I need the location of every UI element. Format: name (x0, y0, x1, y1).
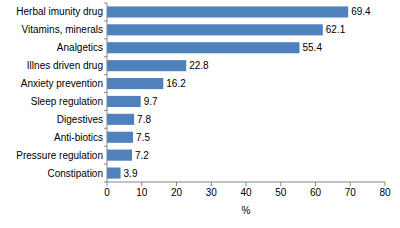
x-tick-label: 30 (206, 187, 218, 198)
x-tick (211, 182, 212, 186)
chart-root: 69.4 Herbal imunity drug 62.1 Vitamins, min… (0, 0, 400, 228)
data-label: 9.7 (144, 96, 158, 107)
data-label: 3.9 (124, 168, 138, 179)
bar (107, 96, 141, 107)
bar (107, 168, 121, 179)
x-axis-label: % (242, 205, 251, 216)
data-label: 7.2 (135, 150, 149, 161)
x-tick (107, 182, 108, 186)
data-label: 16.2 (166, 78, 186, 89)
x-tick (350, 182, 351, 186)
data-label: 69.4 (351, 6, 371, 17)
x-tick (246, 182, 247, 186)
bar (107, 42, 300, 53)
category-label: Digestives (57, 114, 103, 125)
category-tick (104, 74, 107, 75)
bar (107, 132, 133, 143)
category-label: Analgetics (57, 42, 103, 53)
category-label: Vitamins, minerals (21, 24, 103, 35)
x-tick-label: 80 (379, 187, 391, 198)
x-tick (176, 182, 177, 186)
category-tick (104, 146, 107, 147)
data-label: 62.1 (326, 24, 346, 35)
bar (107, 114, 134, 125)
x-tick-label: 60 (310, 187, 322, 198)
bar (107, 24, 323, 35)
data-label: 7.5 (136, 132, 150, 143)
category-tick (104, 20, 107, 21)
x-tick-label: 20 (171, 187, 183, 198)
category-label: Anxiety prevention (21, 78, 103, 89)
x-tick (280, 182, 281, 186)
bar (107, 78, 163, 89)
category-tick (104, 3, 107, 4)
x-tick-label: 70 (345, 187, 357, 198)
data-label: 55.4 (303, 42, 323, 53)
category-label: Illnes driven drug (27, 60, 103, 71)
category-tick (104, 164, 107, 165)
category-label: Anti-biotics (54, 132, 103, 143)
x-tick-label: 40 (240, 187, 252, 198)
x-tick-label: 0 (104, 187, 110, 198)
bars (107, 6, 348, 178)
category-tick (104, 56, 107, 57)
x-tick (385, 182, 386, 186)
category-tick (104, 128, 107, 129)
bar (107, 150, 132, 161)
x-tick-label: 50 (275, 187, 287, 198)
category-label: Pressure regulation (16, 150, 103, 161)
category-label: Herbal imunity drug (16, 6, 103, 17)
x-tick-label: 10 (136, 187, 148, 198)
category-tick (104, 92, 107, 93)
labels: 69.4 Herbal imunity drug 62.1 Vitamins, min… (16, 6, 371, 178)
data-label: 22.8 (189, 60, 209, 71)
chart-svg: 69.4 Herbal imunity drug 62.1 Vitamins, min… (0, 0, 400, 228)
x-tick (315, 182, 316, 186)
category-label: Sleep regulation (31, 96, 103, 107)
bar (107, 6, 348, 17)
data-label: 7.8 (137, 114, 151, 125)
bar (107, 60, 186, 71)
category-tick (104, 110, 107, 111)
category-label: Constipation (47, 168, 103, 179)
x-tick (141, 182, 142, 186)
category-tick (104, 38, 107, 39)
